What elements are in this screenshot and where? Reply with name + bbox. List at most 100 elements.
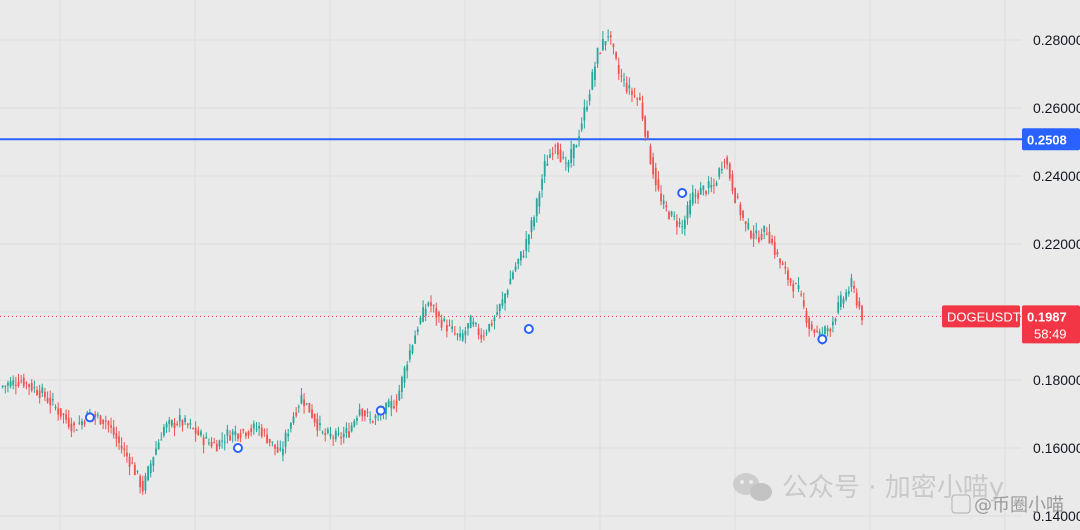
candle-body [475,322,477,325]
bottom-watermark: @币圈小喵 [951,494,1064,516]
candle [25,381,28,390]
candle [705,190,707,197]
candle [575,144,578,148]
candle-body [498,304,501,312]
candle-body [218,440,221,447]
candle [387,398,390,408]
candle [686,201,689,225]
candle [416,326,419,336]
candle-body [210,441,213,447]
candle [475,322,477,327]
candle-body [628,85,631,89]
candle-body [551,153,554,155]
candle [287,428,290,442]
price-axis[interactable]: 0.28000 0.26000 0.24000 0.22000 0.18000 0.160… [942,32,1080,524]
candle [665,201,668,212]
candle-body [591,72,594,90]
candle [337,426,340,437]
candle-body [681,225,684,227]
candle-body [136,470,139,472]
candle-body [430,302,432,306]
candle-body [157,442,160,450]
candle [485,329,488,336]
candle [855,288,858,309]
candle-body [41,387,44,393]
candle-body [604,41,607,45]
candle-body [760,234,763,240]
candle [70,417,73,438]
candle [342,426,345,444]
candle-body [279,448,282,450]
candle-body [316,418,319,431]
candle [601,31,604,52]
candle [493,315,496,330]
candle-body [808,318,811,329]
candle [432,304,435,313]
candle [46,391,49,404]
candle-body [853,285,855,289]
hline-price-tag [1022,128,1080,151]
candle-body [353,421,356,427]
candle [223,434,226,451]
candle-body [668,211,670,220]
candle [20,374,23,384]
candle-body [178,415,181,422]
candle [792,280,795,299]
candle-body [660,193,662,202]
candle-body [300,395,303,404]
candle-body [363,410,366,417]
candle-body [493,317,496,322]
candle-body [305,403,308,405]
candle [837,295,840,315]
candle-body [670,211,673,216]
candle-body [282,448,284,456]
candle [628,77,631,95]
candle-body [530,220,533,233]
candle-body [482,335,485,337]
candle [369,411,372,424]
candle [808,316,811,337]
candle-body [501,299,504,306]
candle-body [559,149,562,163]
candle [65,409,68,424]
candle-body [765,233,768,235]
candle [805,307,808,328]
candle [133,462,136,476]
candle [107,420,110,433]
candle-body [345,428,348,434]
candle [123,442,126,457]
candle-body [496,312,499,315]
candle-body [752,233,755,239]
candle-body [472,321,475,325]
candle-body [654,167,657,186]
candle [197,426,200,436]
candle-body [557,143,559,155]
candle-body [337,433,340,435]
candle-body [221,440,224,442]
candle [459,326,461,341]
candle [813,328,816,338]
candle-body [570,148,573,163]
signal-marker [677,188,688,198]
candle-body [75,429,78,431]
candle-body [451,326,454,329]
candle-body [583,107,586,121]
candle [332,434,335,447]
candle [22,373,25,389]
candle [527,233,530,253]
candle [467,322,469,336]
candle-body [271,441,274,443]
candle [353,418,356,428]
candle [215,439,218,452]
candle [207,438,210,446]
candle-body [625,83,628,92]
candle [62,412,65,424]
candle-body [514,266,517,271]
candle-body [641,102,644,119]
candle [469,314,472,329]
price-tick-label: 0.22000 [1033,236,1080,252]
candle [845,289,848,302]
signal-markers-layer [84,188,828,453]
candle-body [229,435,231,441]
